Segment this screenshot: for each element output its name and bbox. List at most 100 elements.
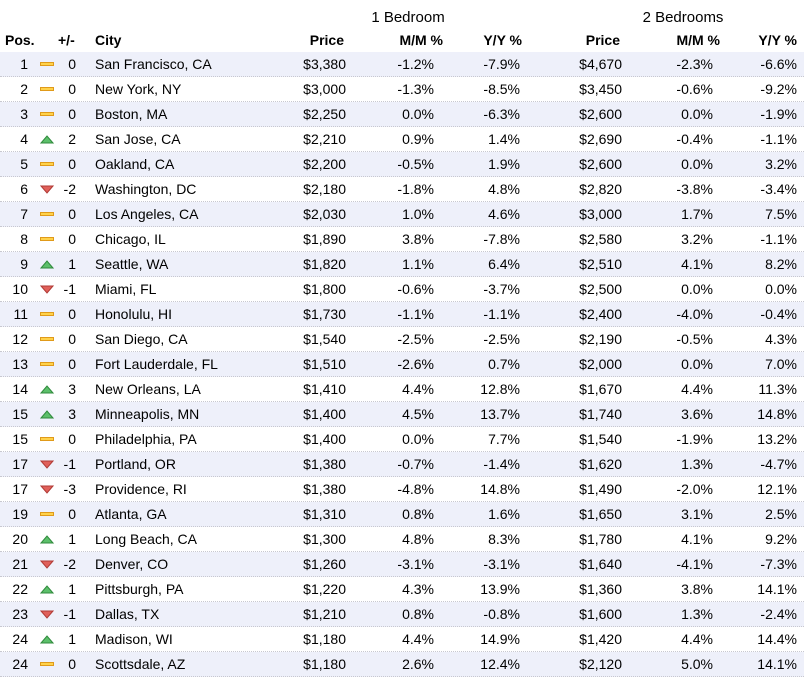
table-cell: 4 — [20, 131, 28, 147]
trend-shape — [40, 610, 54, 619]
table-cell: Oakland, CA — [95, 156, 175, 172]
table-cell: -1 — [63, 281, 76, 297]
table-cell: $1,420 — [579, 631, 622, 647]
table-cell: 7.0% — [765, 356, 797, 372]
trend-icon — [40, 560, 54, 569]
table-cell: 24 — [12, 656, 28, 672]
trend-shape — [40, 385, 54, 394]
table-cell: 12.8% — [480, 381, 520, 397]
table-cell: -6.3% — [483, 106, 520, 122]
table-cell: 0.0% — [681, 156, 713, 172]
trend-shape — [40, 535, 54, 544]
table-row — [0, 502, 804, 527]
table-cell: $1,820 — [303, 256, 346, 272]
table-cell: 4.8% — [488, 181, 520, 197]
table-cell: $1,890 — [303, 231, 346, 247]
table-cell: 12.1% — [757, 481, 797, 497]
table-cell: $1,400 — [303, 431, 346, 447]
table-cell: 5 — [20, 156, 28, 172]
table-cell: 13.2% — [757, 431, 797, 447]
table-row — [0, 202, 804, 227]
table-cell: 15 — [12, 406, 28, 422]
table-cell: 13 — [12, 356, 28, 372]
table-cell: 0.0% — [681, 356, 713, 372]
table-cell: 17 — [12, 456, 28, 472]
table-cell: 1 — [68, 531, 76, 547]
table-row — [0, 527, 804, 552]
table-cell: -3.8% — [676, 181, 713, 197]
trend-shape — [40, 62, 54, 66]
table-cell: $1,400 — [303, 406, 346, 422]
table-cell: $2,250 — [303, 106, 346, 122]
table-cell: $1,540 — [303, 331, 346, 347]
table-cell: -4.1% — [676, 556, 713, 572]
table-cell: -0.4% — [760, 306, 797, 322]
table-cell: 4.3% — [402, 581, 434, 597]
table-cell: Los Angeles, CA — [95, 206, 199, 222]
table-cell: 1 — [68, 631, 76, 647]
table-cell: $2,600 — [579, 156, 622, 172]
table-cell: 0.0% — [681, 106, 713, 122]
table-cell: $1,490 — [579, 481, 622, 497]
column-header: M/M % — [676, 32, 720, 48]
table-row — [0, 377, 804, 402]
table-cell: $2,000 — [579, 356, 622, 372]
table-cell: -1 — [63, 456, 76, 472]
table-cell: 0 — [68, 431, 76, 447]
column-header: Price — [309, 32, 344, 48]
table-cell: $1,650 — [579, 506, 622, 522]
table-cell: -1.1% — [397, 306, 434, 322]
table-cell: 4.4% — [402, 381, 434, 397]
table-cell: -1.3% — [397, 81, 434, 97]
table-cell: -2.0% — [676, 481, 713, 497]
table-cell: -8.5% — [483, 81, 520, 97]
table-cell: -0.4% — [676, 131, 713, 147]
table-row — [0, 402, 804, 427]
table-cell: $1,800 — [303, 281, 346, 297]
table-cell: Long Beach, CA — [95, 531, 197, 547]
table-cell: -9.2% — [760, 81, 797, 97]
table-cell: 14.8% — [480, 481, 520, 497]
table-cell: 3.1% — [681, 506, 713, 522]
trend-icon — [40, 385, 54, 394]
trend-icon — [40, 485, 54, 494]
table-cell: 1.0% — [402, 206, 434, 222]
table-cell: Fort Lauderdale, FL — [95, 356, 218, 372]
group-header: 2 Bedrooms — [642, 9, 724, 26]
trend-shape — [40, 662, 54, 666]
table-cell: Washington, DC — [95, 181, 197, 197]
table-cell: $3,380 — [303, 56, 346, 72]
table-cell: 3.8% — [402, 231, 434, 247]
trend-icon — [40, 112, 54, 116]
table-cell: -1 — [63, 606, 76, 622]
table-cell: 1 — [68, 256, 76, 272]
table-cell: 0 — [68, 206, 76, 222]
table-cell: $2,210 — [303, 131, 346, 147]
table-cell: Providence, RI — [95, 481, 187, 497]
table-cell: 14.1% — [757, 656, 797, 672]
table-cell: $2,030 — [303, 206, 346, 222]
table-cell: New Orleans, LA — [95, 381, 201, 397]
table-cell: 4.8% — [402, 531, 434, 547]
table-cell: -3.1% — [483, 556, 520, 572]
table-cell: 4.5% — [402, 406, 434, 422]
table-cell: 2.5% — [765, 506, 797, 522]
table-row — [0, 302, 804, 327]
table-cell: Honolulu, HI — [95, 306, 173, 322]
table-cell: -7.9% — [483, 56, 520, 72]
trend-icon — [40, 585, 54, 594]
table-cell: $1,180 — [303, 656, 346, 672]
table-cell: 1.3% — [681, 456, 713, 472]
table-cell: 8.2% — [765, 256, 797, 272]
table-cell: 21 — [12, 556, 28, 572]
table-cell: $2,200 — [303, 156, 346, 172]
table-cell: 2 — [68, 131, 76, 147]
table-cell: $2,820 — [579, 181, 622, 197]
table-cell: 19 — [12, 506, 28, 522]
table-cell: 3 — [68, 381, 76, 397]
table-cell: 4.4% — [681, 631, 713, 647]
table-cell: $1,780 — [579, 531, 622, 547]
table-cell: Madison, WI — [95, 631, 173, 647]
trend-icon — [40, 185, 54, 194]
